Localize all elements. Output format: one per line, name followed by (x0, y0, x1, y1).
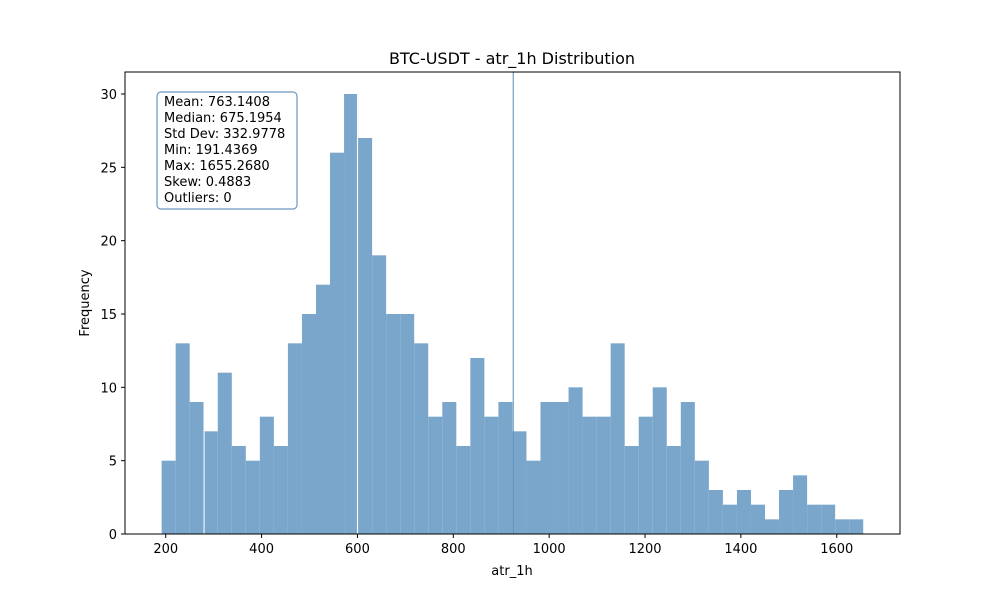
stats-skew: Skew: 0.4883 (164, 175, 251, 190)
stats-box: Mean: 763.1408 Median: 675.1954 Std Dev:… (156, 91, 298, 210)
histogram-bar (372, 255, 387, 535)
x-tick-label: 800 (441, 542, 466, 557)
histogram-bar (161, 460, 176, 534)
histogram-bar (807, 504, 822, 534)
y-tick-label: 0 (109, 528, 117, 543)
histogram-bar (330, 152, 345, 534)
x-tick-label: 1400 (724, 542, 757, 557)
histogram-bar (386, 314, 401, 534)
histogram-bar (301, 314, 316, 534)
histogram-bar (835, 519, 850, 534)
histogram-bar (652, 387, 667, 534)
x-axis-label: atr_1h (491, 564, 532, 579)
histogram-bar (315, 284, 331, 534)
histogram-bar (442, 402, 457, 534)
y-axis-label: Frequency (78, 269, 93, 336)
histogram-bar (414, 343, 429, 534)
histogram-bar (554, 402, 569, 534)
histogram-bar (259, 416, 274, 534)
histogram-bar (722, 504, 737, 534)
x-tick-label: 1200 (628, 542, 661, 557)
stats-min: Min: 191.4369 (164, 143, 258, 158)
chart-title: BTC-USDT - atr_1h Distribution (389, 49, 635, 69)
x-tick-label: 200 (153, 542, 178, 557)
histogram-bar (400, 314, 415, 534)
histogram-bar (231, 446, 246, 534)
stats-max: Max: 1655.2680 (164, 159, 270, 174)
y-tick-label: 15 (100, 308, 117, 323)
x-axis-ticks: 200 400 600 800 1000 1200 1400 1600 (153, 534, 853, 557)
plot-frame (124, 71, 901, 535)
histogram-bar (344, 94, 359, 534)
stats-outliers: Outliers: 0 (164, 191, 232, 206)
histogram-bar (694, 460, 709, 534)
histogram-bar (203, 431, 218, 534)
histogram-bar (779, 490, 794, 534)
histogram-bar (610, 343, 625, 534)
y-tick-label: 25 (100, 161, 117, 176)
y-tick-label: 30 (100, 88, 117, 103)
histogram-bar (540, 402, 555, 534)
histogram-bar (358, 138, 373, 534)
y-axis-ticks: 0 5 10 15 20 25 30 (100, 88, 125, 543)
stats-median: Median: 675.1954 (164, 111, 282, 126)
x-tick-label: 600 (345, 542, 370, 557)
histogram-bar (456, 446, 471, 534)
histogram-bar (217, 372, 232, 534)
histogram-bar (638, 416, 653, 534)
y-tick-label: 5 (109, 455, 117, 470)
histogram-bar (849, 519, 864, 534)
histogram-bar (666, 446, 681, 534)
histogram-bar (750, 504, 766, 534)
histogram-bar (708, 490, 723, 534)
histogram-bar (793, 475, 808, 534)
stats-box-frame (156, 91, 298, 210)
histogram-bar (624, 446, 639, 534)
histogram-bar (765, 519, 780, 534)
histogram-bar (736, 490, 751, 534)
x-tick-label: 1600 (820, 542, 853, 557)
y-tick-label: 20 (100, 235, 117, 250)
histogram-bar (189, 402, 204, 534)
histogram-bar (484, 416, 499, 534)
histogram-bar (245, 460, 260, 534)
histogram-bar (568, 387, 583, 534)
histogram-bar (512, 431, 527, 534)
stats-mean: Mean: 763.1408 (164, 95, 270, 110)
histogram-bar (596, 416, 611, 534)
y-tick-label: 10 (100, 381, 117, 396)
histogram-bar (470, 358, 485, 534)
histogram-bar (582, 416, 597, 534)
histogram-bar (428, 416, 443, 534)
x-tick-label: 1000 (533, 542, 566, 557)
histogram-bar (498, 402, 513, 534)
bars-group (161, 94, 864, 535)
histogram-bar (287, 343, 302, 534)
histogram-bar (821, 504, 836, 534)
histogram-bar (680, 402, 695, 534)
histogram-bar (175, 343, 190, 534)
histogram-bar (273, 446, 288, 534)
x-tick-label: 400 (249, 542, 274, 557)
histogram-bar (526, 460, 541, 534)
stats-std-dev: Std Dev: 332.9778 (164, 127, 285, 142)
